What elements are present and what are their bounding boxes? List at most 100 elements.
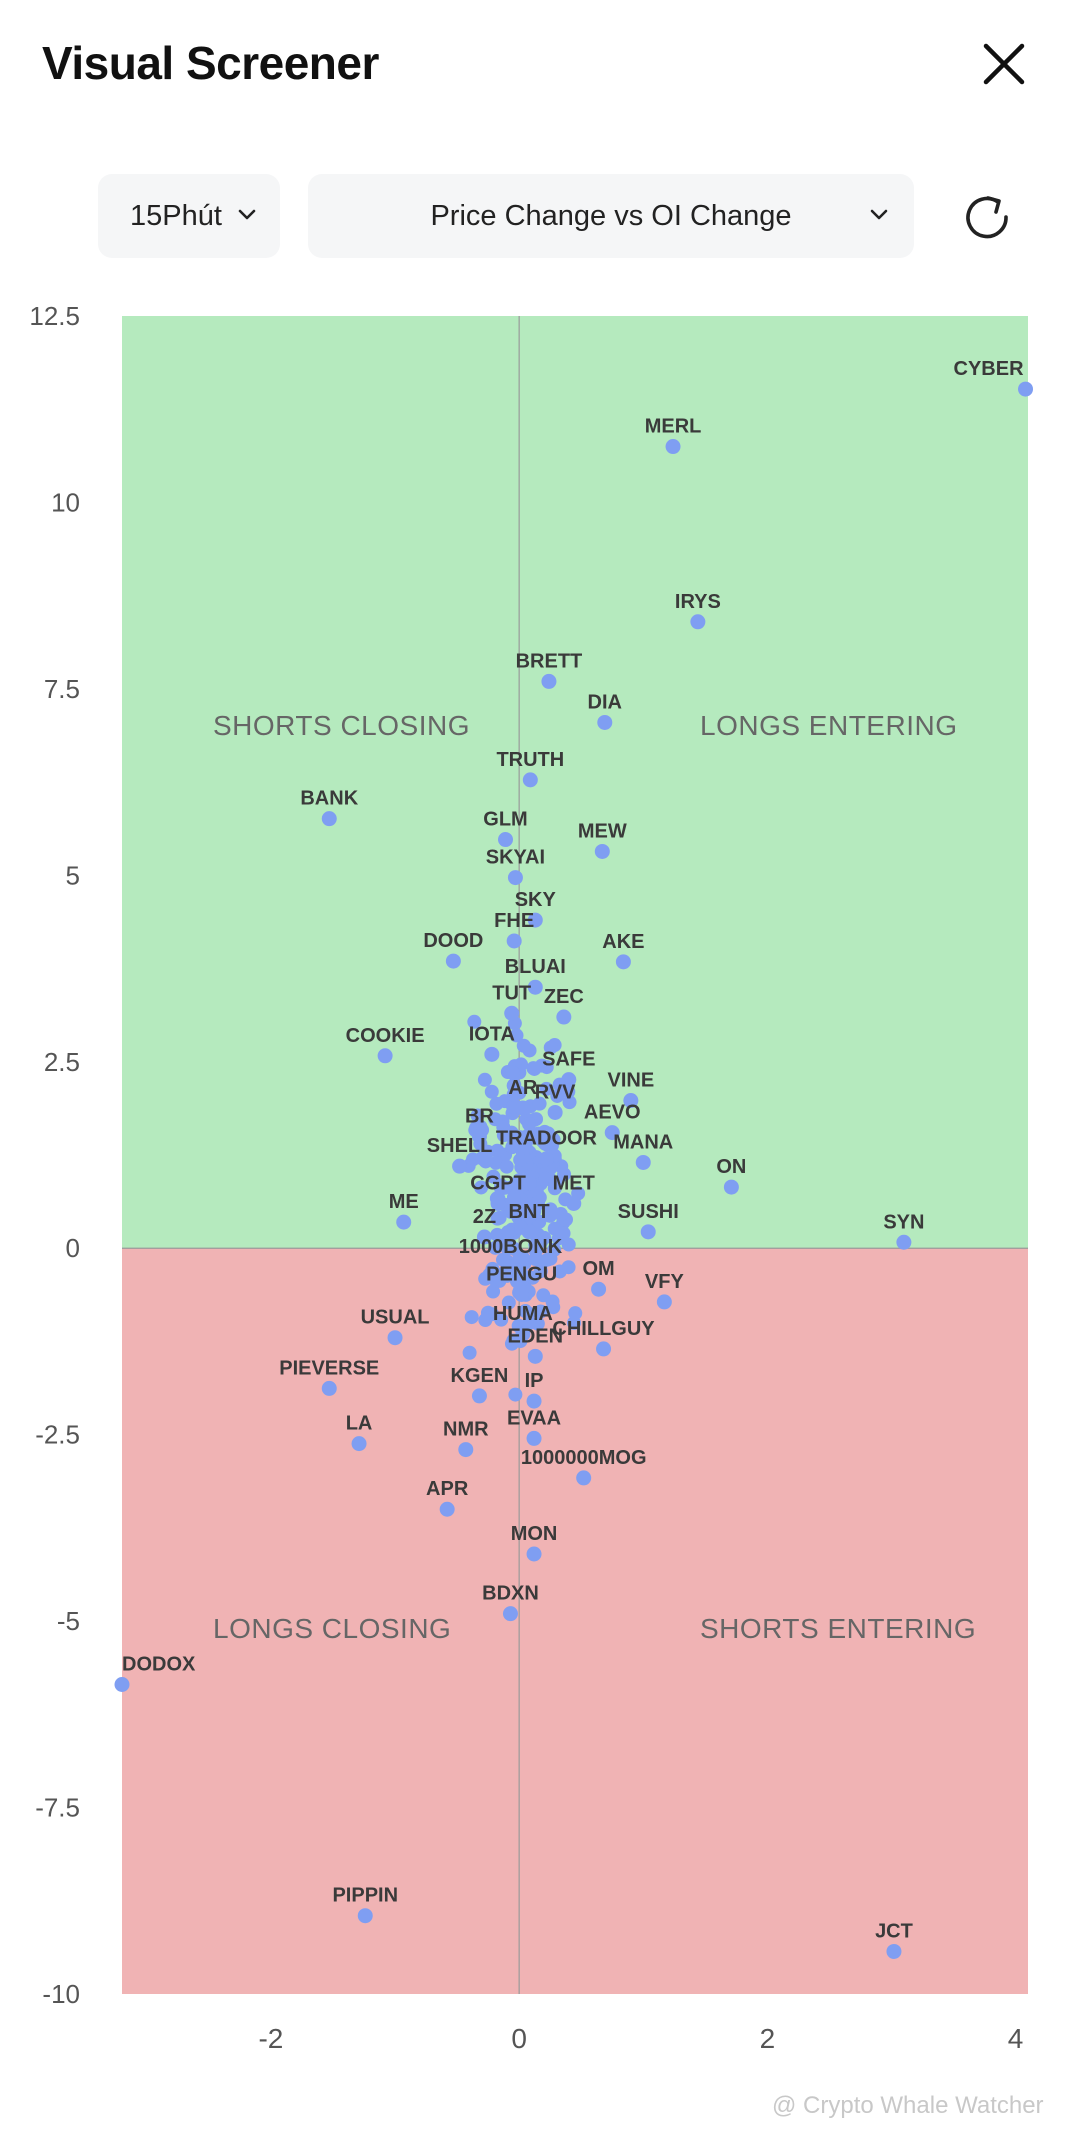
data-point[interactable]: [502, 1259, 518, 1275]
data-point[interactable]: [539, 1081, 554, 1096]
data-point[interactable]: [546, 1132, 561, 1147]
data-point[interactable]: [387, 1330, 403, 1346]
data-point[interactable]: [508, 1387, 523, 1402]
data-point[interactable]: [505, 1065, 520, 1080]
data-point[interactable]: [477, 1072, 492, 1087]
data-point[interactable]: [526, 1430, 542, 1446]
data-point[interactable]: [538, 1151, 554, 1167]
data-point[interactable]: [499, 1159, 514, 1174]
data-point[interactable]: [576, 1470, 592, 1486]
data-point[interactable]: [526, 1393, 542, 1409]
data-point[interactable]: [351, 1436, 367, 1452]
data-point[interactable]: [478, 1271, 493, 1286]
data-point[interactable]: [532, 1096, 547, 1111]
data-point[interactable]: [488, 1112, 503, 1127]
data-point[interactable]: [321, 1380, 337, 1396]
data-point[interactable]: [488, 1155, 503, 1170]
data-point[interactable]: [458, 1442, 474, 1458]
data-point[interactable]: [486, 1284, 501, 1299]
data-point[interactable]: [531, 1195, 546, 1210]
data-point[interactable]: [568, 1306, 583, 1321]
data-point[interactable]: [556, 1009, 572, 1025]
data-point[interactable]: [545, 1294, 560, 1309]
data-point[interactable]: [522, 1176, 537, 1191]
data-point[interactable]: [896, 1234, 912, 1250]
data-point[interactable]: [513, 1152, 528, 1167]
data-point[interactable]: [484, 1084, 499, 1099]
data-point[interactable]: [478, 1313, 493, 1328]
data-point[interactable]: [501, 1295, 516, 1310]
data-point[interactable]: [723, 1179, 739, 1195]
data-point[interactable]: [471, 1388, 487, 1404]
data-point[interactable]: [521, 1306, 536, 1321]
data-point[interactable]: [522, 1117, 537, 1132]
data-point[interactable]: [488, 1273, 503, 1288]
data-point[interactable]: [439, 1501, 455, 1517]
data-point[interactable]: [523, 1209, 538, 1224]
data-point[interactable]: [474, 1180, 489, 1195]
data-point[interactable]: [527, 912, 543, 928]
data-point[interactable]: [615, 954, 631, 970]
data-point[interactable]: [521, 1224, 537, 1240]
data-point[interactable]: [514, 1286, 530, 1302]
data-point[interactable]: [561, 1237, 576, 1252]
data-point[interactable]: [548, 1175, 563, 1190]
data-point[interactable]: [515, 1326, 531, 1342]
data-point[interactable]: [561, 1072, 577, 1088]
data-point[interactable]: [1018, 381, 1034, 397]
data-point[interactable]: [502, 1606, 518, 1622]
data-point[interactable]: [497, 832, 513, 848]
data-point[interactable]: [509, 1274, 524, 1289]
data-point[interactable]: [527, 979, 543, 995]
data-point[interactable]: [497, 1180, 512, 1195]
data-point[interactable]: [357, 1908, 373, 1924]
data-point[interactable]: [594, 843, 610, 859]
data-point[interactable]: [541, 673, 557, 689]
data-point[interactable]: [553, 1206, 568, 1221]
data-point[interactable]: [445, 953, 461, 969]
data-point[interactable]: [506, 1087, 521, 1102]
data-point[interactable]: [528, 1243, 543, 1258]
data-point[interactable]: [547, 1104, 563, 1120]
data-point[interactable]: [490, 1195, 506, 1211]
data-point[interactable]: [452, 1158, 468, 1174]
data-point[interactable]: [484, 1046, 500, 1062]
data-point[interactable]: [496, 1128, 511, 1143]
data-point[interactable]: [507, 1242, 522, 1257]
data-point[interactable]: [515, 1250, 530, 1265]
data-point[interactable]: [886, 1943, 902, 1959]
data-point[interactable]: [321, 811, 337, 827]
data-point[interactable]: [464, 1310, 479, 1325]
data-point[interactable]: [535, 1133, 550, 1148]
data-point[interactable]: [566, 1195, 582, 1211]
data-point[interactable]: [527, 1348, 543, 1364]
data-point[interactable]: [462, 1345, 477, 1360]
data-point[interactable]: [690, 614, 706, 630]
data-point[interactable]: [604, 1125, 620, 1141]
data-point[interactable]: [485, 1261, 500, 1276]
data-point[interactable]: [476, 1229, 492, 1245]
data-point[interactable]: [490, 1227, 505, 1242]
data-point[interactable]: [543, 1251, 558, 1266]
data-point[interactable]: [640, 1224, 656, 1240]
data-point[interactable]: [396, 1214, 412, 1230]
close-button[interactable]: [976, 36, 1032, 92]
data-point[interactable]: [665, 439, 681, 455]
data-point[interactable]: [114, 1677, 130, 1693]
data-point[interactable]: [656, 1294, 672, 1310]
data-point[interactable]: [506, 933, 522, 949]
data-point[interactable]: [623, 1093, 639, 1109]
data-point[interactable]: [471, 1128, 487, 1144]
data-point[interactable]: [522, 772, 538, 788]
data-point[interactable]: [467, 1014, 482, 1029]
data-point[interactable]: [509, 1028, 524, 1043]
data-point[interactable]: [596, 1341, 612, 1357]
metric-select[interactable]: Price Change vs OI Change: [308, 174, 914, 258]
data-point[interactable]: [635, 1154, 651, 1170]
data-point[interactable]: [470, 1108, 485, 1123]
data-point[interactable]: [597, 714, 613, 730]
data-point[interactable]: [504, 1005, 520, 1021]
data-point[interactable]: [550, 1088, 565, 1103]
data-point[interactable]: [539, 1060, 554, 1075]
data-point[interactable]: [591, 1281, 607, 1297]
